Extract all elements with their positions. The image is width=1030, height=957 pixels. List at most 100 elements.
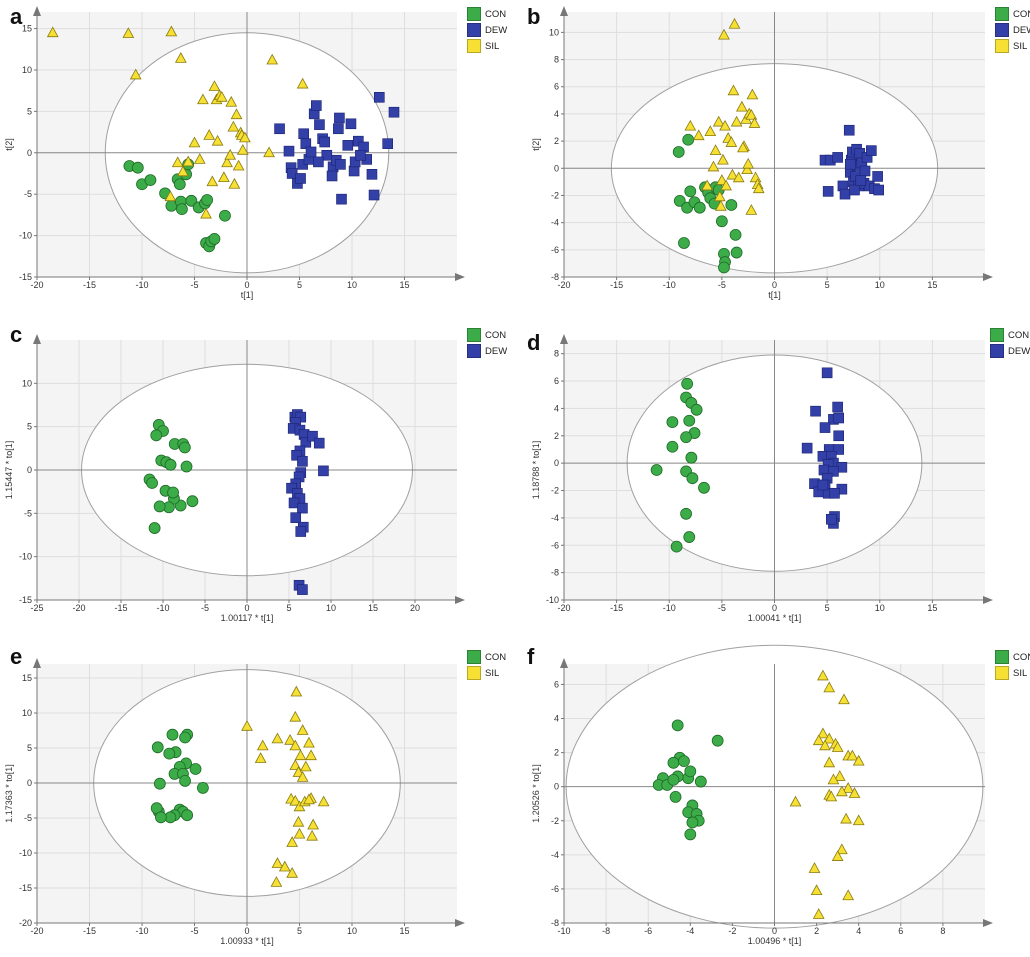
point-sil (177, 165, 189, 177)
point-sil (241, 719, 253, 731)
y-tick-label: -5 (24, 189, 32, 199)
legend-label-dew: DEW (1008, 345, 1030, 357)
legend-item-con: CON (990, 328, 1030, 342)
point-dew (313, 437, 325, 449)
point-sil (289, 710, 302, 722)
point-sil (716, 174, 728, 185)
point-sil (684, 119, 697, 131)
point-con (150, 429, 163, 442)
x-tick-label: 10 (347, 926, 357, 936)
legend-label-con: CON (1013, 651, 1030, 663)
point-sil (188, 136, 201, 148)
point-dew (334, 112, 345, 124)
point-sil (833, 770, 846, 781)
point-con (678, 755, 690, 768)
legend-item-con: CON (995, 650, 1030, 664)
point-dew (314, 119, 325, 130)
point-con (153, 777, 166, 790)
point-sil (236, 143, 249, 155)
x-axis-arrow-e (455, 919, 465, 927)
x-tick-label: -20 (72, 603, 85, 613)
y-tick-label: -5 (24, 813, 32, 823)
legend-item-sil: SIL (995, 39, 1030, 53)
point-dew (366, 169, 378, 180)
legend-swatch-sil (467, 39, 481, 53)
y-tick-label: 6 (554, 376, 559, 386)
point-sil (719, 119, 731, 131)
x-tick-label: -10 (135, 280, 148, 290)
point-con (686, 816, 699, 829)
legend-label-sil: SIL (485, 667, 500, 679)
point-sil (284, 733, 296, 745)
point-sil (819, 739, 831, 751)
point-dew (326, 170, 338, 182)
point-sil (215, 90, 228, 102)
x-axis-title-f: 1.00496 * t[1] (748, 936, 802, 946)
x-tick-label: -20 (30, 926, 43, 936)
y-axis-arrow-a (33, 6, 41, 16)
point-sil (271, 732, 284, 744)
legend-item-sil: SIL (467, 666, 506, 680)
point-sil (714, 199, 727, 211)
point-dew (382, 138, 394, 149)
point-con (684, 185, 697, 198)
x-tick-label: -10 (135, 926, 148, 936)
point-sil (741, 163, 754, 175)
point-dew (291, 449, 302, 461)
point-sil (730, 115, 743, 127)
x-tick-label: 6 (898, 926, 903, 936)
point-dew (310, 100, 322, 111)
y-tick-label: 15 (22, 673, 32, 683)
point-sil (825, 790, 838, 802)
point-dew (826, 513, 837, 525)
point-sil (712, 115, 725, 127)
point-sil (842, 782, 855, 793)
point-con (667, 756, 680, 769)
point-sil (808, 862, 821, 873)
point-con (711, 734, 724, 747)
y-tick-label: 0 (554, 782, 559, 792)
point-sil (823, 681, 836, 693)
x-tick-label: 5 (825, 280, 830, 290)
point-sil (735, 100, 748, 112)
point-con (694, 775, 707, 788)
point-dew (832, 401, 843, 413)
point-dew (819, 422, 831, 433)
point-sil (292, 815, 305, 827)
point-con (680, 507, 692, 520)
point-sil (299, 760, 312, 772)
point-con (179, 731, 191, 744)
point-con (683, 531, 696, 543)
legend-swatch-con (467, 328, 481, 342)
y-tick-label: -2 (551, 816, 559, 826)
point-dew (297, 584, 308, 595)
x-tick-label: -6 (644, 926, 652, 936)
point-dew (373, 91, 385, 103)
point-dew (319, 136, 331, 148)
x-tick-label: 15 (399, 926, 409, 936)
point-sil (817, 727, 829, 739)
x-tick-label: 0 (772, 280, 777, 290)
point-sil (46, 26, 59, 38)
point-sil (270, 876, 283, 887)
point-sil (256, 739, 269, 751)
x-tick-label: 10 (326, 603, 336, 613)
point-sil (164, 190, 177, 202)
panel-letter-b: b (527, 4, 541, 29)
point-con (673, 194, 686, 207)
point-sil (823, 732, 836, 744)
y-tick-label: -6 (551, 884, 559, 894)
point-sil (303, 793, 315, 805)
point-con (153, 500, 166, 513)
y-axis-arrow-c (33, 334, 41, 344)
y-tick-label: 0 (554, 163, 559, 173)
y-axis-title-a: t[2] (4, 138, 14, 151)
legend-label-con: CON (485, 329, 507, 341)
x-tick-label: 5 (297, 280, 302, 290)
y-tick-label: 4 (554, 714, 559, 724)
point-sil (307, 818, 320, 830)
